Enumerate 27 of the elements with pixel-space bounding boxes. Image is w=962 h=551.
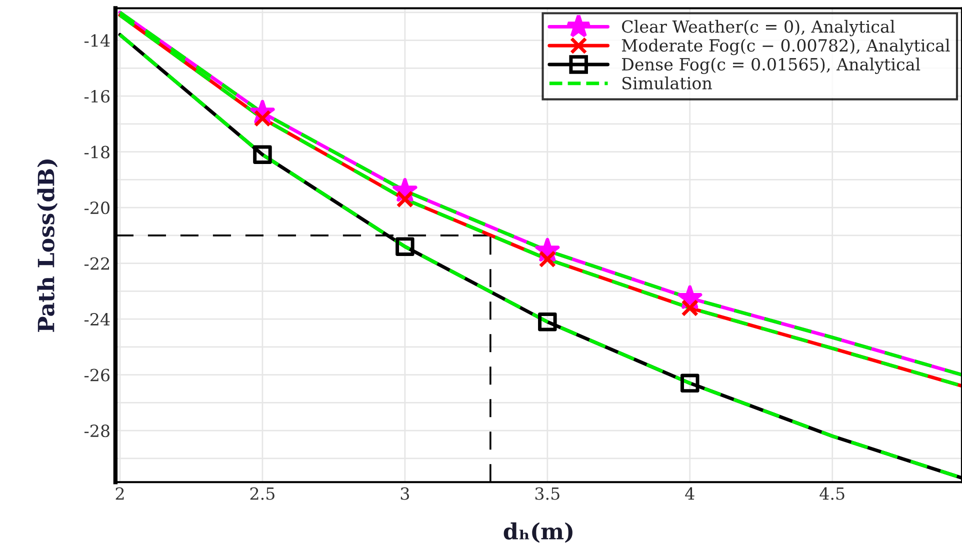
legend-label: Dense Fog(c = 0.01565), Analytical [622,58,920,74]
y-axis-title: Path Loss(dB) [37,160,58,332]
legend-label: Clear Weather(c = 0), Analytical [622,20,895,36]
y-tick-label: -22 [84,257,109,270]
x-tick-label: 4 [685,487,694,500]
y-tick-label: -14 [84,34,110,47]
x-tick-label: 3 [400,487,410,500]
y-tick-label: -18 [84,146,110,158]
x-tick-label: 4.5 [820,487,844,500]
y-tick-label: -16 [84,90,110,103]
y-tick-label: -20 [84,202,110,214]
x-tick-label: 3.5 [535,487,560,500]
point [396,237,414,256]
point [538,250,556,268]
point [538,312,557,332]
x-tick-label: 2.5 [250,487,274,500]
x-tick-label: 2 [116,487,124,500]
y-tick-label: -26 [84,368,110,382]
legend-label: Simulation [622,76,712,90]
legend-label: Moderate Fog(c − 0.00782), Analytical [622,38,950,56]
y-tick-label: -24 [84,313,110,326]
y-tick-label: -28 [84,424,110,438]
point [396,190,414,208]
x-axis-title: dₕ(m) [504,522,572,543]
point [680,374,700,393]
point [253,145,272,164]
point [681,299,699,317]
